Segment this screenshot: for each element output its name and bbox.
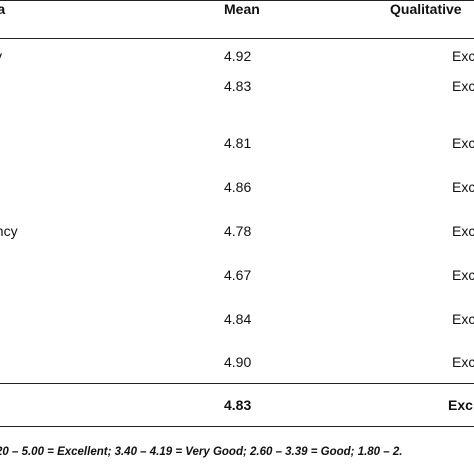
row-4-mean: 4.86	[224, 179, 252, 195]
row-6-mean: 4.67	[224, 267, 252, 283]
row-7-mean: 4.84	[224, 311, 252, 327]
row-3-qualitative: Exc	[452, 135, 474, 151]
row-5-criteria: ency	[0, 223, 18, 239]
row-5-qualitative: Exc	[452, 223, 474, 239]
top-rule	[0, 0, 474, 1]
header-mean: Mean	[224, 1, 260, 17]
row-2-qualitative: Exc	[452, 78, 474, 94]
total-top-rule	[0, 383, 474, 384]
row-7-qualitative: Exc	[452, 311, 474, 327]
row-5-mean: 4.78	[224, 223, 252, 239]
row-8-qualitative: Exc	[452, 354, 474, 370]
row-4-qualitative: Exc	[452, 179, 474, 195]
row-2-mean: 4.83	[224, 78, 252, 94]
total-qualitative: Exc	[448, 397, 473, 413]
row-3-mean: 4.81	[224, 135, 252, 151]
row-1-criteria: ity	[0, 48, 2, 64]
row-8-mean: 4.90	[224, 354, 252, 370]
header-qualitative: Qualitative	[390, 1, 462, 17]
total-mean: 4.83	[224, 397, 252, 413]
header-rule	[0, 38, 474, 39]
row-1-mean: 4.92	[224, 48, 252, 64]
row-6-qualitative: Exc	[452, 267, 474, 283]
bottom-rule	[0, 426, 474, 427]
scale-note: 20 – 5.00 = Excellent; 3.40 – 4.19 = Ver…	[0, 446, 403, 458]
header-criteria: ria	[0, 1, 6, 17]
row-1-qualitative: Exc	[452, 48, 474, 64]
